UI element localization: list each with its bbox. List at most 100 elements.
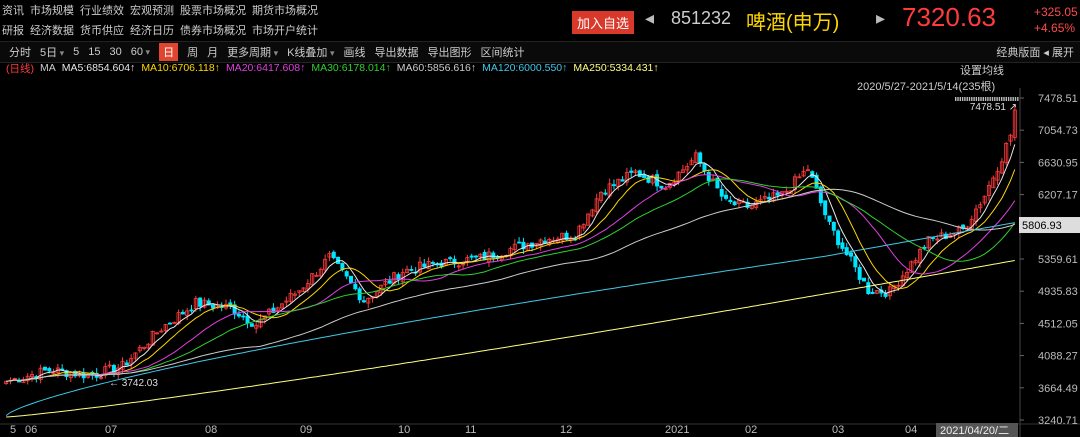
candle-body-195 bbox=[844, 247, 849, 255]
candle-body-13 bbox=[60, 368, 65, 371]
candle-body-112 bbox=[486, 251, 491, 263]
candle-body-222 bbox=[961, 224, 966, 230]
candle-body-200 bbox=[866, 282, 871, 295]
menu-row2-item-2[interactable]: 货币供应 bbox=[80, 25, 124, 37]
period-tab-6[interactable]: 日 bbox=[159, 43, 179, 61]
candle-body-123 bbox=[534, 243, 539, 247]
candle-body-16 bbox=[73, 371, 78, 377]
candle-body-199 bbox=[861, 277, 866, 282]
period-tab-14[interactable]: 区间统计 bbox=[480, 47, 525, 59]
menu-row1-item-2[interactable]: 行业绩效 bbox=[80, 5, 124, 17]
visible-range-marker-3 bbox=[961, 97, 964, 101]
visible-range-marker-12 bbox=[982, 97, 984, 101]
prev-arrow-icon[interactable]: ◂ bbox=[645, 8, 655, 28]
menu-row2-item-3[interactable]: 经济日历 bbox=[130, 25, 174, 37]
add-watchlist-button[interactable]: 加入自选 bbox=[572, 11, 635, 34]
visible-range-marker-27 bbox=[1017, 97, 1019, 101]
candle-body-118 bbox=[512, 243, 517, 250]
period-tab-3[interactable]: 15 bbox=[88, 46, 101, 58]
period-tab-8[interactable]: 月 bbox=[207, 47, 219, 59]
candle-body-85 bbox=[370, 296, 375, 299]
x-tick-label-9: 02 bbox=[745, 424, 757, 436]
ma120-line bbox=[5, 222, 1015, 416]
change-percent: +4.65% bbox=[1034, 21, 1076, 35]
candle-body-14 bbox=[64, 370, 69, 377]
x-tick-label-5: 10 bbox=[398, 424, 410, 436]
candle-body-54 bbox=[236, 313, 241, 317]
candle-body-21 bbox=[94, 372, 99, 378]
candle-body-96 bbox=[417, 261, 422, 273]
period-tab-4[interactable]: 30 bbox=[109, 46, 122, 58]
candle-body-25 bbox=[111, 365, 116, 374]
period-tab-5[interactable]: 60 bbox=[131, 46, 150, 58]
candle-body-42 bbox=[185, 310, 190, 317]
candle-body-38 bbox=[167, 322, 172, 325]
y-tick-label-0: 7478.51 bbox=[1038, 93, 1078, 105]
candle-body-183 bbox=[793, 176, 798, 190]
candle-body-32 bbox=[142, 346, 147, 349]
candle-body-4 bbox=[21, 379, 26, 383]
period-tab-7[interactable]: 周 bbox=[187, 47, 199, 59]
period-tab-10[interactable]: K线叠加 bbox=[287, 44, 334, 60]
candle-body-27 bbox=[120, 360, 125, 370]
menu-row1-item-1[interactable]: 市场规模 bbox=[30, 5, 74, 17]
visible-range-marker-19 bbox=[998, 97, 1001, 101]
next-arrow-icon[interactable]: ▸ bbox=[876, 8, 886, 28]
classic-layout-toggle[interactable]: 经典版面 ◂ 展开 bbox=[996, 47, 1074, 59]
y-tick-label-8: 4088.27 bbox=[1038, 351, 1078, 363]
candle-body-167 bbox=[724, 194, 729, 199]
menu-row2-item-0[interactable]: 研报 bbox=[2, 25, 24, 37]
period-tab-9[interactable]: 更多周期 bbox=[227, 44, 278, 60]
candle-body-94 bbox=[409, 269, 414, 271]
menu-row1-item-0[interactable]: 资讯 bbox=[2, 5, 24, 17]
period-tab-1[interactable]: 5日 bbox=[40, 44, 64, 60]
candle-body-212 bbox=[918, 249, 923, 264]
candle-body-133 bbox=[577, 225, 582, 239]
candle-body-18 bbox=[81, 372, 86, 379]
menu-row2-item-1[interactable]: 经济数据 bbox=[30, 25, 74, 37]
date-cursor-label: 2021/04/20/二 bbox=[940, 425, 1009, 437]
candle-body-172 bbox=[745, 201, 750, 208]
candle-body-209 bbox=[905, 271, 910, 279]
candle-body-230 bbox=[995, 171, 1000, 181]
candle-body-186 bbox=[805, 169, 810, 172]
x-tick-label-3: 08 bbox=[205, 424, 217, 436]
candle-body-56 bbox=[245, 315, 250, 324]
ma5-line bbox=[6, 144, 1016, 382]
candle-body-35 bbox=[155, 332, 160, 335]
ma-settings-button[interactable]: 设置均线 bbox=[960, 65, 1004, 77]
period-tab-11[interactable]: 画线 bbox=[343, 47, 366, 59]
candle-body-142 bbox=[616, 178, 621, 187]
candle-body-135 bbox=[586, 213, 591, 226]
menu-row1-item-3[interactable]: 宏观预测 bbox=[130, 5, 174, 17]
ma250-line bbox=[6, 260, 1015, 418]
candle-body-145 bbox=[629, 170, 634, 173]
candle-body-160 bbox=[693, 152, 698, 163]
period-tab-13[interactable]: 导出图形 bbox=[427, 47, 472, 59]
period-tab-12[interactable]: 导出数据 bbox=[374, 47, 419, 59]
candle-body-154 bbox=[667, 182, 672, 188]
candle-body-114 bbox=[495, 256, 500, 259]
candle-body-198 bbox=[857, 267, 862, 280]
candle-body-161 bbox=[698, 152, 703, 164]
menu-row1-item-5[interactable]: 期货市场概况 bbox=[252, 5, 318, 17]
candle-body-223 bbox=[965, 226, 970, 231]
candle-body-30 bbox=[133, 352, 138, 359]
candle-body-208 bbox=[900, 275, 905, 287]
menu-row1-item-4[interactable]: 股票市场概况 bbox=[180, 5, 246, 17]
visible-range-marker-14 bbox=[987, 97, 989, 101]
y-tick-label-2: 6630.95 bbox=[1038, 157, 1078, 169]
menu-row2-item-4[interactable]: 债券市场概况 bbox=[180, 25, 246, 37]
candle-body-214 bbox=[926, 235, 931, 249]
visible-range-marker-7 bbox=[971, 97, 973, 101]
candle-body-143 bbox=[620, 179, 625, 182]
candle-body-219 bbox=[948, 234, 953, 238]
visible-range-marker-4 bbox=[964, 97, 966, 101]
ma-legend-item-4: MA20:6417.608↑ bbox=[225, 62, 306, 74]
candle-body-72 bbox=[314, 274, 319, 277]
period-tab-2[interactable]: 5 bbox=[73, 46, 80, 58]
menu-row2-item-5[interactable]: 市场开户统计 bbox=[252, 25, 318, 37]
ma60-line bbox=[6, 188, 1015, 382]
period-tab-0[interactable]: 分时 bbox=[9, 47, 31, 59]
candle-body-174 bbox=[754, 201, 759, 208]
